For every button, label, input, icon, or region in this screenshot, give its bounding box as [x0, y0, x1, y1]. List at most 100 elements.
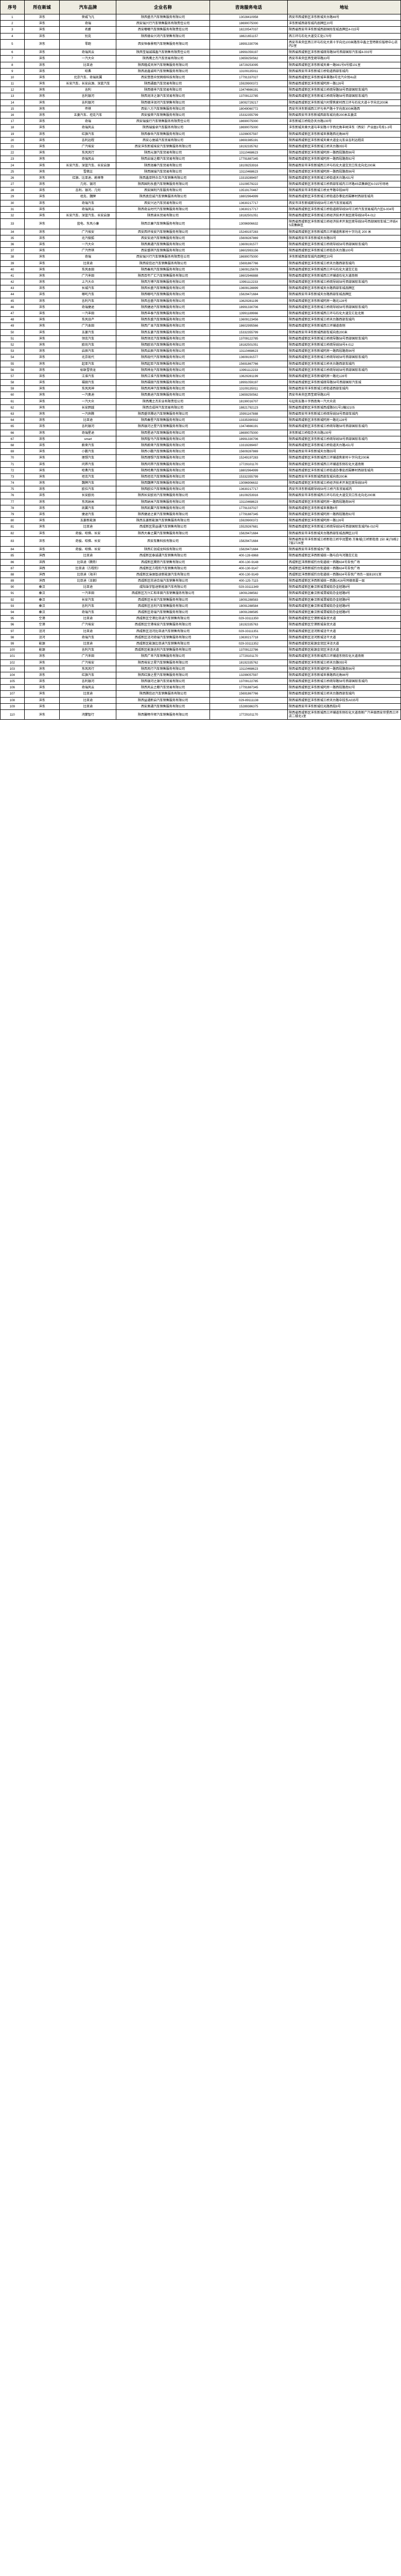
cell-brand: 领克汽车 — [59, 335, 117, 342]
cell-district: 沣东 — [24, 335, 60, 342]
cell-address: 陕西省西咸新区沣东新城三桥街道天台路A51号 — [287, 442, 401, 449]
cell-district: 沣东 — [24, 385, 60, 393]
cell-brand: 奇瑞星途 — [59, 429, 117, 436]
cell-index: 48 — [0, 316, 25, 324]
table-row: 56 沣东 标致雪铁龙 陕西神龙汽车销售服务有限公司 13991112233 陕西省西咸新… — [0, 366, 401, 374]
cell-brand: 欧尚汽车 — [59, 341, 117, 349]
table-row: 84 沣东 奇骏、哈佛、长安 陕西汇创成龙科技有限公司 15829471684 陕西省西安… — [0, 546, 401, 553]
cell-address: 陕西省西咸新区沣东新城西三环辅道东侧石化大道南侧 — [287, 653, 401, 660]
cell-brand: 奇瑞汽车 — [59, 634, 117, 641]
cell-address: 陕西省西咸新区秦汉新城渭城街办金旭路8号 — [287, 584, 401, 591]
cell-index: 45 — [0, 297, 25, 304]
table-row: 97 泾河 比亚迪 西咸新区泾河比亚迪汽车销售有限公司 029-33111351 陕西省西… — [0, 628, 401, 635]
cell-company: 陕西润秦汽车贸易有限公司 — [116, 162, 210, 169]
cell-phone: 15829471684 — [209, 291, 288, 298]
cell-company: 陕西广丰汽车销售服务有限公司 — [116, 653, 210, 660]
cell-company: 陕西鑫亚特众合汽车销售有限公司 — [116, 174, 210, 182]
cell-phone: 13096906632 — [209, 480, 288, 487]
cell-index: 70 — [0, 454, 25, 462]
cell-address: 陕西省西咸新区沣东新城西三环辅道南侧 — [287, 323, 401, 330]
cell-phone: 13109135011 — [209, 67, 288, 75]
cell-company: 西咸新区泰诚通汽车销售有限公司 — [116, 552, 210, 560]
cell-index: 69 — [0, 448, 25, 455]
cell-district: 沣东 — [24, 26, 60, 33]
cell-index: 1 — [0, 13, 25, 21]
cell-brand: 一汽奔腾 — [59, 410, 117, 418]
cell-index: 87 — [0, 565, 25, 572]
cell-index: 84 — [0, 546, 25, 553]
cell-district: 沣东 — [24, 279, 60, 286]
cell-phone: 17791887345 — [209, 684, 288, 691]
cell-address: 陕西省西咸新区空港新城自贸大道 — [287, 621, 401, 629]
cell-address: 沣东新城三桥街办天台路100号 — [287, 118, 401, 125]
cell-index: 71 — [0, 461, 25, 468]
cell-district: 沣东 — [24, 480, 60, 487]
cell-address: 西咸新区沣西新城钓台街道统一西路634号吾悦广场 — [287, 565, 401, 572]
cell-phone: 18091288582 — [209, 590, 288, 597]
cell-phone: 18991059197 — [209, 49, 288, 56]
cell-index: 60 — [0, 392, 25, 399]
cell-brand: 东风纳米 — [59, 498, 117, 505]
cell-index: 5 — [0, 39, 25, 50]
cell-phone: 15249197283 — [209, 228, 288, 235]
cell-index: 55 — [0, 360, 25, 367]
cell-index: 101 — [0, 653, 25, 660]
cell-brand: 红旗汽车 — [59, 130, 117, 138]
table-row: 90 秦汉 比亚迪 咸阳枭宇智途新能源汽车有限公司 029-33111349 陕西省西咸新… — [0, 584, 401, 591]
table-row: 86 沣西 比亚迪（腾势） 西咸新区腾势汽车销售有限公司 400-130-9148 西咸新… — [0, 558, 401, 566]
cell-phone: 18091288584 — [209, 602, 288, 610]
cell-address: 陕西省西咸新区沣东新城三桥天台路西部车城内 — [287, 360, 401, 367]
cell-district: 沣东 — [24, 442, 60, 449]
cell-index: 24 — [0, 162, 25, 169]
cell-phone: 18690075000 — [209, 429, 288, 436]
cell-company: 陕西星途汽车销售服务有限公司 — [116, 429, 210, 436]
cell-brand: 吉利远程 — [59, 137, 117, 144]
cell-phone: 18691985191 — [209, 137, 288, 144]
table-row: 87 沣西 比亚迪（方程豹） 西咸新区方程豹汽车销售有限公司 400-130-9147 西… — [0, 565, 401, 572]
cell-phone: 17791337027 — [209, 504, 288, 512]
cell-district: 沣东 — [24, 684, 60, 691]
cell-phone: 15829471684 — [209, 530, 288, 537]
cell-address: 陕西省西咸新区沣东新城三桥街办天台路100号 — [287, 247, 401, 255]
cell-company: 西安心驰诚汽车贸易有限公司 — [116, 137, 210, 144]
cell-company: 陕西鹰之杰汽车贸易有限公司 — [116, 55, 210, 62]
cell-brand: 雪佛兰 — [59, 168, 117, 175]
cell-address: 陕西省西咸新区沣东新城三桥疏导线58号西部国际车城内 — [287, 241, 401, 248]
cell-company: 陕西隆成天祥汽车销售服务有限公司 — [116, 61, 210, 69]
cell-address: 陕西省西咸新区秦汉新城渭城街办金旭路8号 — [287, 608, 401, 616]
cell-index: 56 — [0, 366, 25, 374]
cell-company: 西安恒泰景明汽车销售服务有限公司 — [116, 39, 210, 50]
cell-address: 陕西省西安市沣东新城天台路西部车城品牌区 — [287, 291, 401, 298]
cell-company: 西安国利汽车服务有限公司 — [116, 187, 210, 194]
cell-brand: 吉利银河 — [59, 99, 117, 106]
cell-district: 沣东 — [24, 517, 60, 524]
table-row: 105 沣东 吉利银河 陕西银河之源汽车贸易有限公司 13709122785 陕西省西咸新… — [0, 678, 401, 685]
cell-brand: 长安汽车 — [59, 596, 117, 603]
cell-phone: 18690075000 — [209, 118, 288, 125]
cell-phone: 17791887345 — [209, 156, 288, 163]
cell-company: 陕西纳米汽车销售服务有限公司 — [116, 498, 210, 505]
cell-brand: 哈弗 — [59, 67, 117, 75]
cell-company: 陕西东盛汽车销售服务有限公司 — [116, 316, 210, 324]
cell-address: 沣东新城西部车城内品牌区20号 — [287, 253, 401, 261]
cell-address: 陕西省西咸新区沣东新城三桥天台路055号 — [287, 143, 401, 150]
cell-index: 65 — [0, 423, 25, 430]
cell-phone: 18802964999 — [209, 467, 288, 474]
cell-company: 陕西欧拉汽车销售服务有限公司 — [116, 486, 210, 493]
cell-company: 陕西起亚汽车销售服务有限公司 — [116, 360, 210, 367]
cell-index: 35 — [0, 234, 25, 242]
cell-company: 西咸新区空港比亚迪汽车销售有限公司 — [116, 615, 210, 622]
cell-district: 沣东 — [24, 536, 60, 547]
cell-company: 西安瑞骏行汽车销售服务有限责任公司 — [116, 118, 210, 125]
table-row: 77 沣东 东风纳米 陕西纳米汽车销售服务有限公司 13110468623 陕西省西咸新区… — [0, 498, 401, 505]
cell-brand: 哪吒汽车 — [59, 291, 117, 298]
cell-brand: 广汽埃安 — [59, 621, 117, 629]
cell-brand: 奇瑞风云 — [59, 124, 117, 131]
cell-phone: 13709122785 — [209, 678, 288, 685]
cell-phone: 13474666191 — [209, 87, 288, 94]
table-row: 12 沣东 吉利 陕西德丰汽车贸易有限公司 13474666191 陕西省西咸新区沣东新城… — [0, 87, 401, 94]
cell-index: 27 — [0, 181, 25, 188]
cell-brand: 比亚迪 — [59, 552, 117, 560]
cell-brand: 广汽本田 — [59, 323, 117, 330]
cell-district: 沣西 — [24, 565, 60, 572]
